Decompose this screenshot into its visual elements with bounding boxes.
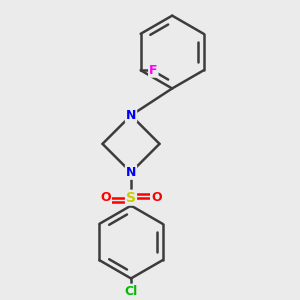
- Text: N: N: [126, 166, 136, 179]
- Text: S: S: [126, 191, 136, 205]
- Text: F: F: [149, 64, 158, 77]
- Text: Cl: Cl: [124, 285, 138, 298]
- Text: N: N: [126, 109, 136, 122]
- Text: O: O: [151, 191, 162, 204]
- Text: O: O: [100, 191, 111, 204]
